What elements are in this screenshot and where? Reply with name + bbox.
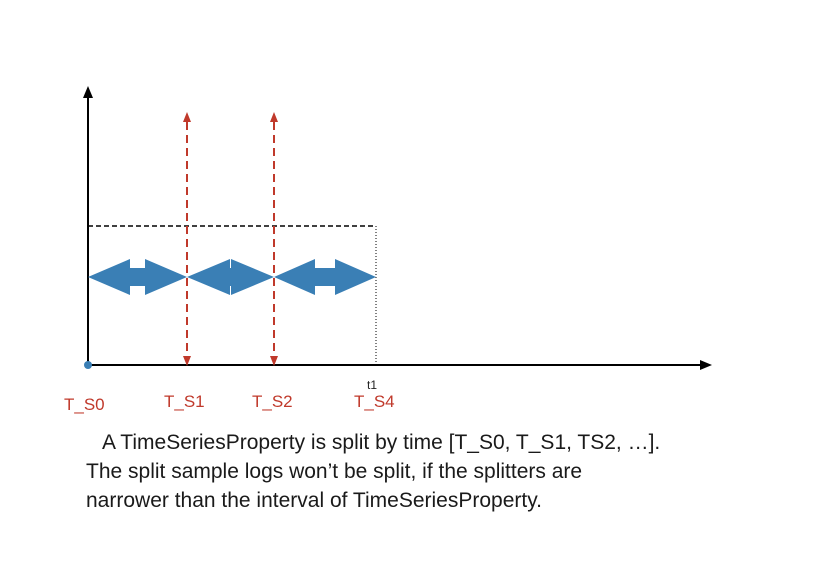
splitter-ts1-bottom-arrow xyxy=(183,356,191,366)
label-ts4: T_S4 xyxy=(354,392,395,411)
splitter-ts1-top-arrow xyxy=(183,112,191,122)
splitter-ts2-bottom-arrow xyxy=(270,356,278,366)
caption-line-2: The split sample logs won’t be split, if… xyxy=(86,460,583,483)
y-axis-arrowhead xyxy=(83,86,93,98)
caption: A TimeSeriesProperty is split by time [T… xyxy=(86,428,786,515)
x-axis-arrowhead xyxy=(700,360,712,370)
caption-line-1: A TimeSeriesProperty is split by time [T… xyxy=(102,431,661,454)
caption-line-3: narrower than the interval of TimeSeries… xyxy=(86,489,542,512)
interval-arrow-1 xyxy=(88,259,187,295)
label-t1: t1 xyxy=(367,378,377,392)
splitter-ts2-top-arrow xyxy=(270,112,278,122)
interval-arrow-3 xyxy=(274,259,376,295)
origin-dot xyxy=(84,361,92,369)
label-ts0: T_S0 xyxy=(64,395,105,414)
label-ts2: T_S2 xyxy=(252,392,293,411)
interval-arrow-2 xyxy=(187,259,274,295)
label-ts1: T_S1 xyxy=(164,392,205,411)
